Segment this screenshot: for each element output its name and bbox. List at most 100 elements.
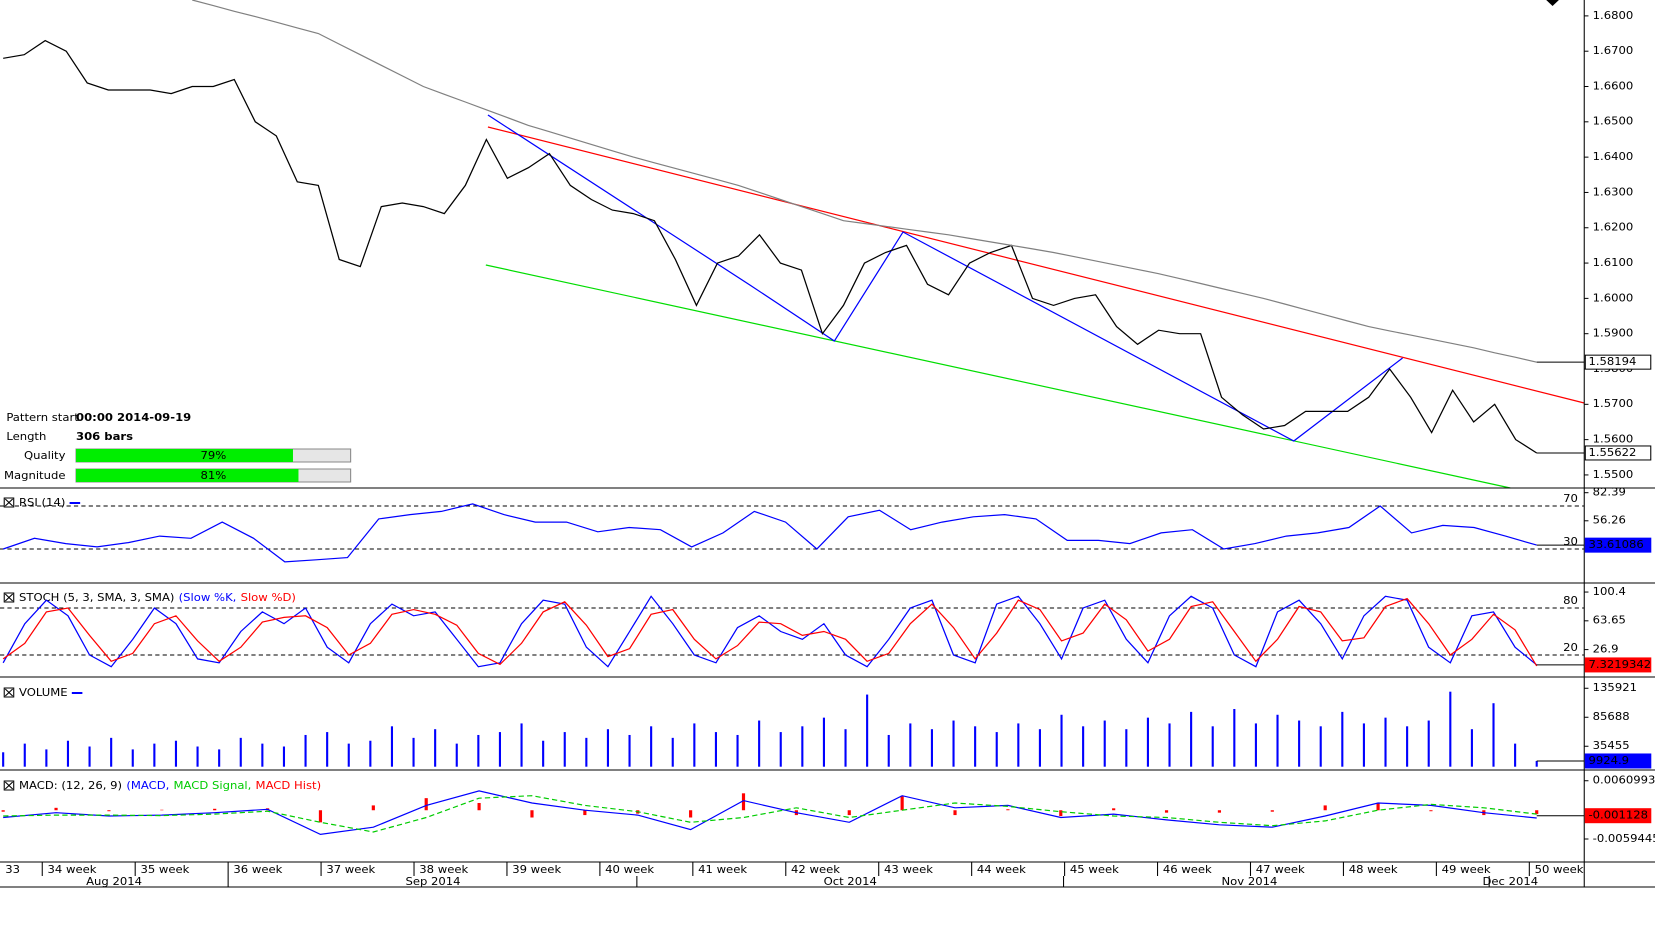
month-label: Nov 2014 [1222,875,1278,888]
bar [930,729,933,767]
scroll-arrow [1546,0,1559,6]
bar [606,729,610,767]
bar [304,734,307,767]
panel-title-text: VOLUME [19,686,68,699]
info-value: 306 bars [76,430,133,443]
last-value-label: 1.58194 [1588,355,1636,368]
panels: 1.6800 1.6700 1.6600 1.6500 1.6400 1.6300 1.62… [0,0,1655,888]
resistance-line [487,126,1585,404]
week-label: 49 week [1442,863,1491,876]
bar [1082,726,1085,767]
bar [1017,723,1020,767]
bar [1254,723,1257,767]
bar [650,726,653,767]
last-value-box [1584,657,1652,673]
close-x [4,688,14,697]
y-tick-label: 1.6500 [1593,115,1634,128]
last-value-box [1584,354,1652,370]
info-label: Length [6,430,46,443]
y-tick-label: 1.6300 [1593,186,1634,199]
bar [1233,708,1236,767]
y-tick-label: 1.6200 [1593,221,1634,234]
bar [693,723,696,767]
bar [953,810,957,816]
bar [160,809,164,811]
week-label: 33 [5,863,20,876]
info-value: 00:00 2014-09-19 [76,411,191,424]
week-label: 47 week [1256,863,1305,876]
bar [585,737,588,767]
y-tick-label: 135921 [1593,681,1637,694]
last-value-box [1584,537,1652,553]
bar [498,732,502,767]
bar [477,734,480,767]
bar [174,740,178,767]
week-label: 45 week [1070,863,1119,876]
info-label: Pattern start [6,411,79,424]
y-tick-label: 85688 [1593,710,1630,723]
y-tick-label: 1.5900 [1593,327,1634,340]
bar [758,720,761,767]
bar [455,743,458,767]
series-line [2,503,1537,563]
bar [866,694,869,767]
legend-entry: Slow %D) [241,591,296,604]
bar [689,810,693,818]
week-label: 46 week [1163,863,1212,876]
bar [1298,720,1301,767]
bar [1427,720,1430,767]
bar [1384,717,1387,767]
week-label: 38 week [419,863,468,876]
legend-entry: (Slow %K, [179,591,237,604]
bar [779,732,782,767]
bar [1535,810,1539,815]
week-label: 43 week [884,863,933,876]
y-tick-label: 1.6400 [1593,150,1634,163]
bar [995,732,998,767]
week-label: 50 week [1535,863,1584,876]
bar [131,749,134,767]
panel-title-text: STOCH (5, 3, SMA, 3, SMA) [19,591,174,604]
bar [1103,720,1106,767]
close-x [4,593,14,602]
bar [477,802,481,811]
y-tick-label: 1.6800 [1593,9,1634,22]
zigzag-line [487,114,1403,442]
bar [563,732,566,767]
level-label: 30 [1563,535,1578,548]
bar [282,746,286,767]
last-value-label: -0.001128 [1588,809,1648,822]
meter-value: 79% [200,449,226,462]
y-tick-label: 35455 [1593,739,1630,752]
panel-title: MACD: (12, 26, 9) (MACD, MACD Signal, MACD … [19,779,321,792]
bar [1535,760,1538,767]
panel-title-text: MACD: (12, 26, 9) [19,779,122,792]
bar [1060,714,1063,767]
meter-value: 81% [200,469,226,482]
y-tick-label: 1.5500 [1593,468,1634,481]
series-line [2,597,1538,667]
close-x [4,498,14,507]
y-tick-label: 1.6700 [1593,44,1634,57]
y-tick-label: 1.6100 [1593,256,1634,269]
meter-fill [76,469,299,482]
bar [741,793,746,811]
bar [88,746,91,767]
panel-title: STOCH (5, 3, SMA, 3, SMA) (Slow %K, Slow %… [19,591,296,604]
bar [434,729,437,767]
bar [45,749,48,767]
bar [671,737,674,767]
bar [2,752,5,767]
month-label: Aug 2014 [86,875,142,888]
last-value-label: 7.3219342 [1588,658,1651,671]
bar [887,734,890,767]
series-line [3,795,1537,833]
bar [1470,729,1473,767]
bar [1112,808,1116,811]
legend-entry: MACD Signal, [174,779,252,792]
bar [54,807,58,811]
bar [1429,810,1433,812]
bar [153,743,156,767]
bar [736,734,739,767]
month-label: Dec 2014 [1482,875,1538,888]
